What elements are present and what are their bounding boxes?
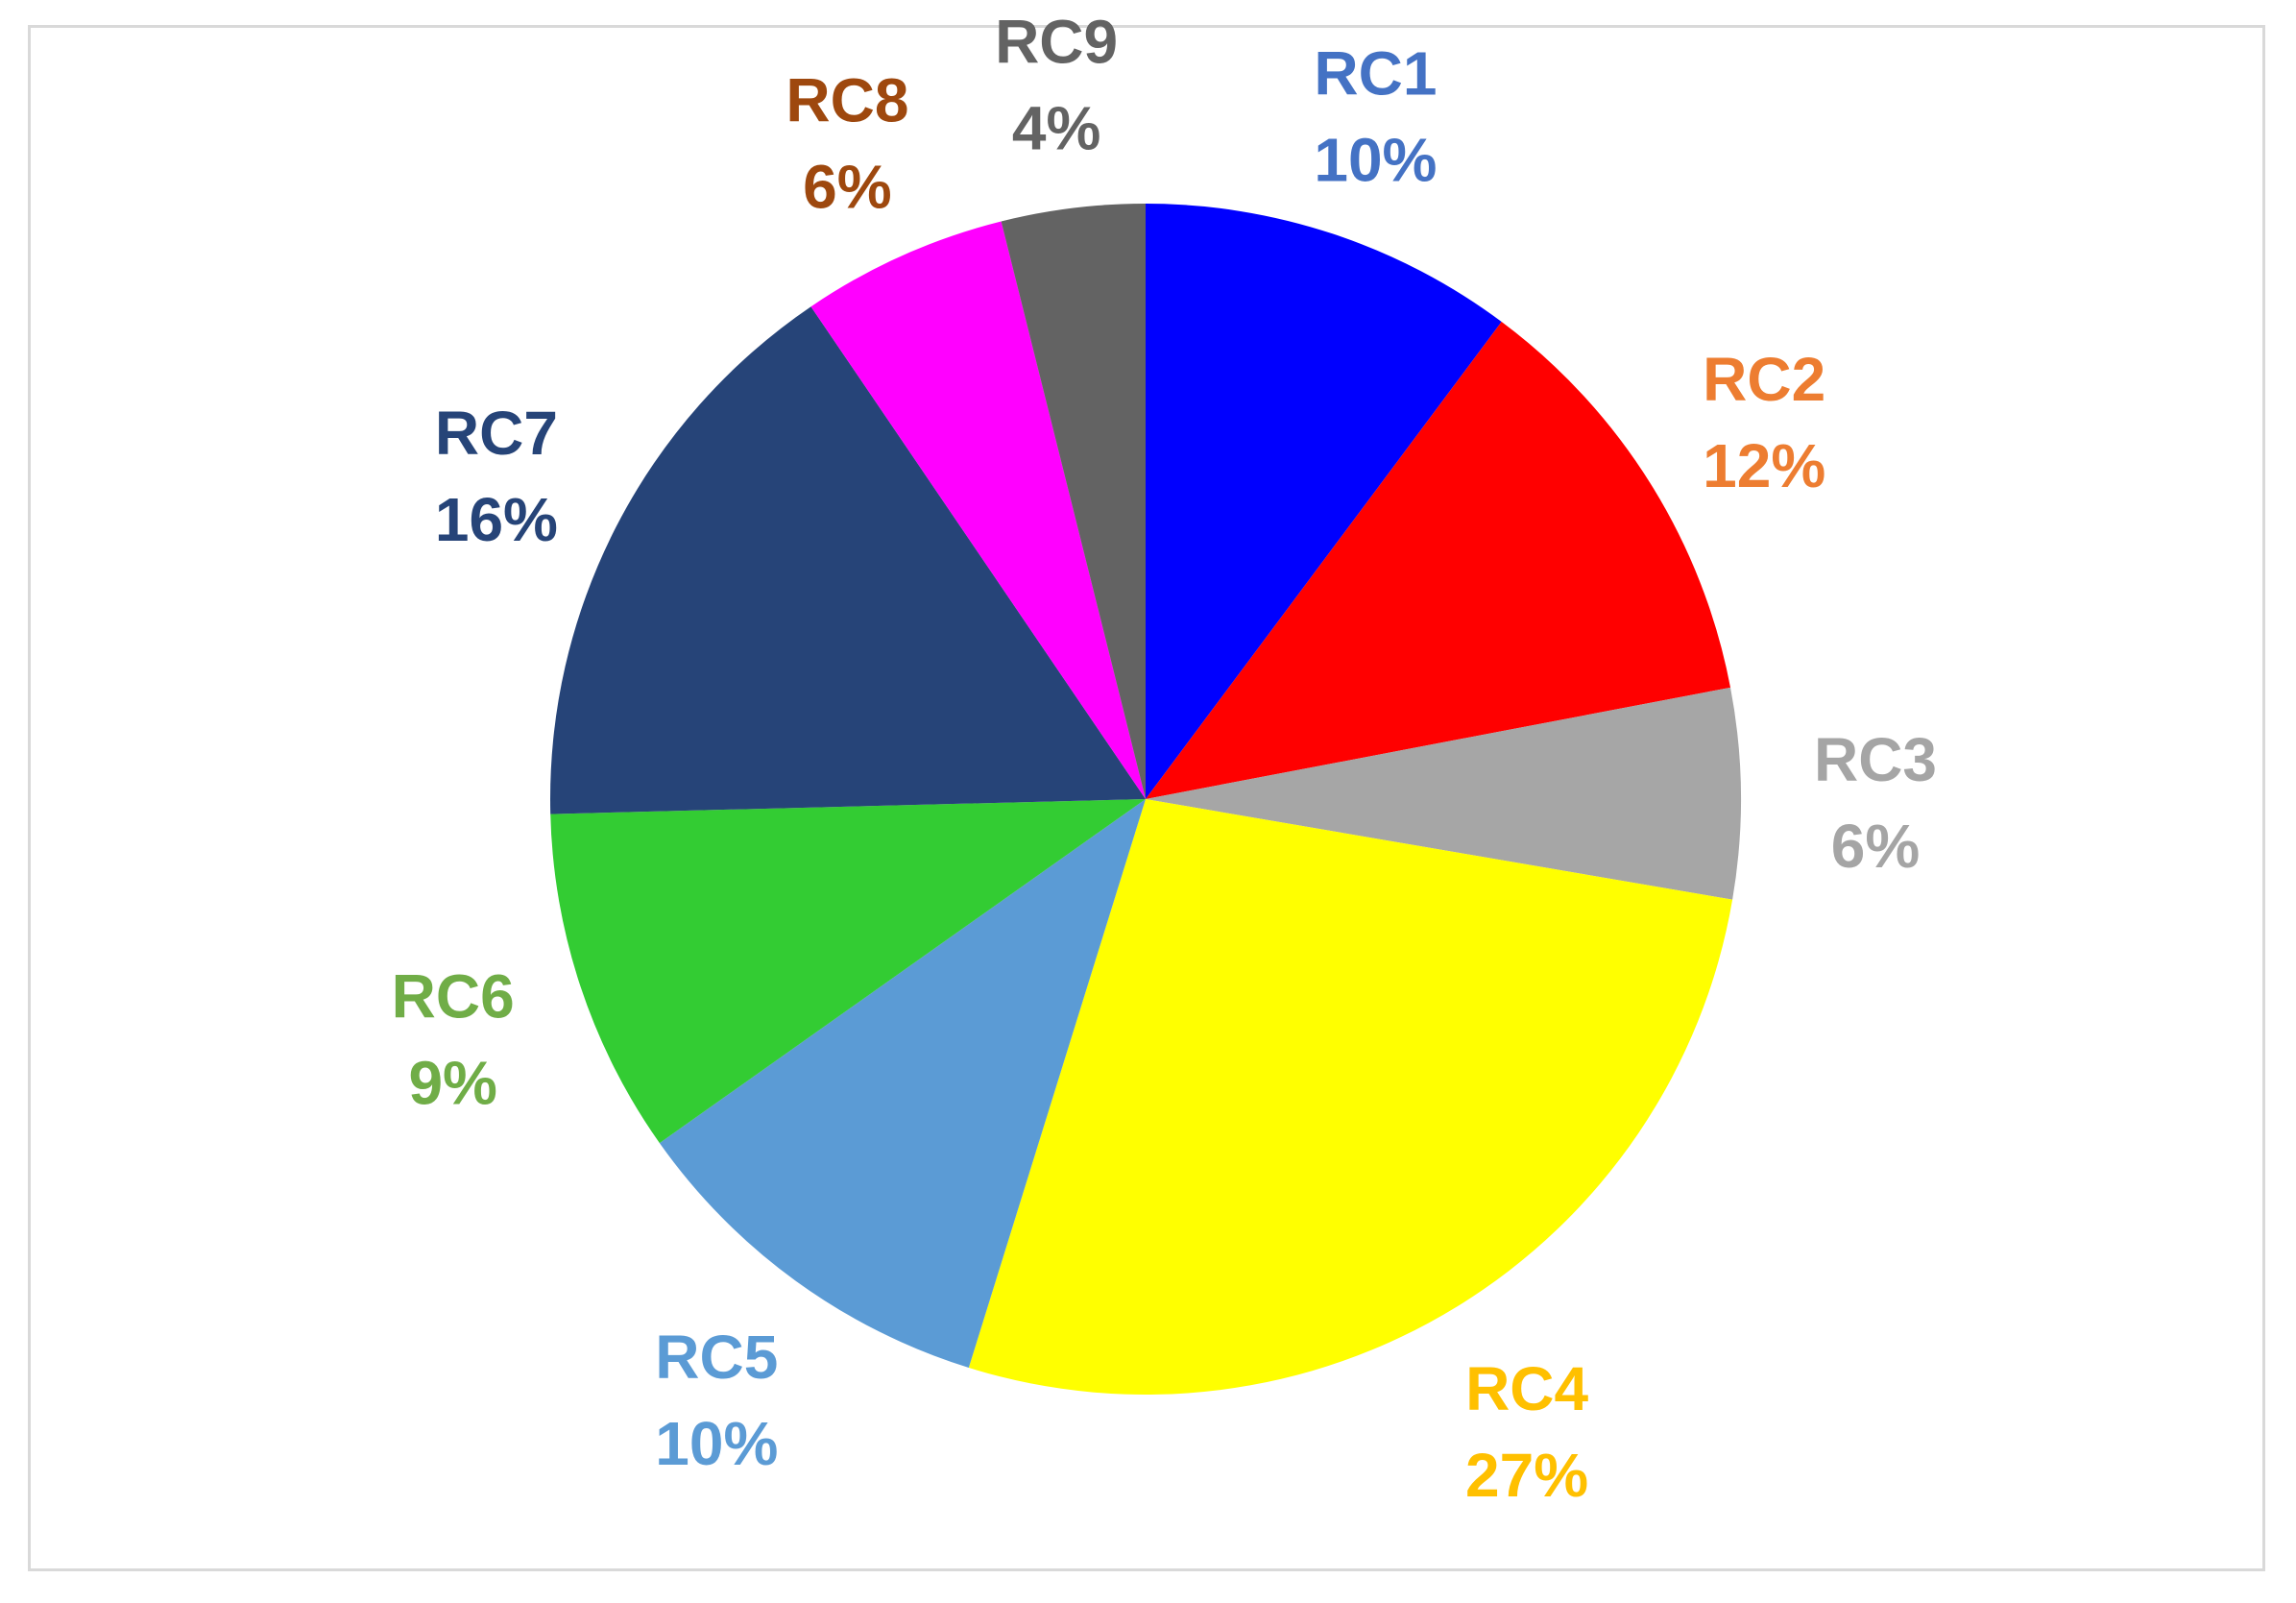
slice-label-name: RC7 (435, 399, 558, 468)
slice-label-percent: 10% (655, 1409, 778, 1478)
slice-label-name: RC6 (392, 961, 515, 1031)
slice-label-name: RC2 (1703, 345, 1825, 414)
slice-label-percent: 4% (1012, 94, 1101, 163)
slice-label-percent: 6% (803, 152, 892, 221)
pie-slice-rc4 (968, 799, 1733, 1396)
slice-label-name: RC9 (995, 8, 1118, 77)
slice-label-name: RC4 (1465, 1354, 1588, 1423)
pie-labels: RC110%RC212%RC36%RC427%RC510%RC69%RC716%… (392, 8, 1937, 1510)
pie-slice-rc6 (550, 799, 1146, 1144)
slice-label-name: RC3 (1814, 725, 1937, 794)
slice-label-percent: 16% (435, 485, 558, 554)
slice-label-name: RC1 (1314, 39, 1437, 109)
slice-label-percent: 12% (1703, 431, 1825, 500)
slice-label-name: RC5 (655, 1323, 778, 1392)
pie-slices (550, 204, 1742, 1396)
slice-label-percent: 9% (408, 1048, 497, 1117)
pie-slice-rc9 (1001, 204, 1146, 799)
slice-label-percent: 10% (1314, 126, 1437, 195)
pie-slice-rc1 (1146, 204, 1502, 799)
slice-label-percent: 6% (1831, 812, 1921, 881)
pie-slice-rc2 (1146, 322, 1731, 799)
pie-slice-rc7 (550, 306, 1146, 814)
pie-slice-rc5 (659, 799, 1146, 1369)
slice-label-percent: 27% (1465, 1441, 1588, 1510)
pie-slice-rc3 (1146, 687, 1742, 900)
slice-label-name: RC8 (785, 65, 908, 134)
pie-slice-rc8 (810, 221, 1146, 799)
